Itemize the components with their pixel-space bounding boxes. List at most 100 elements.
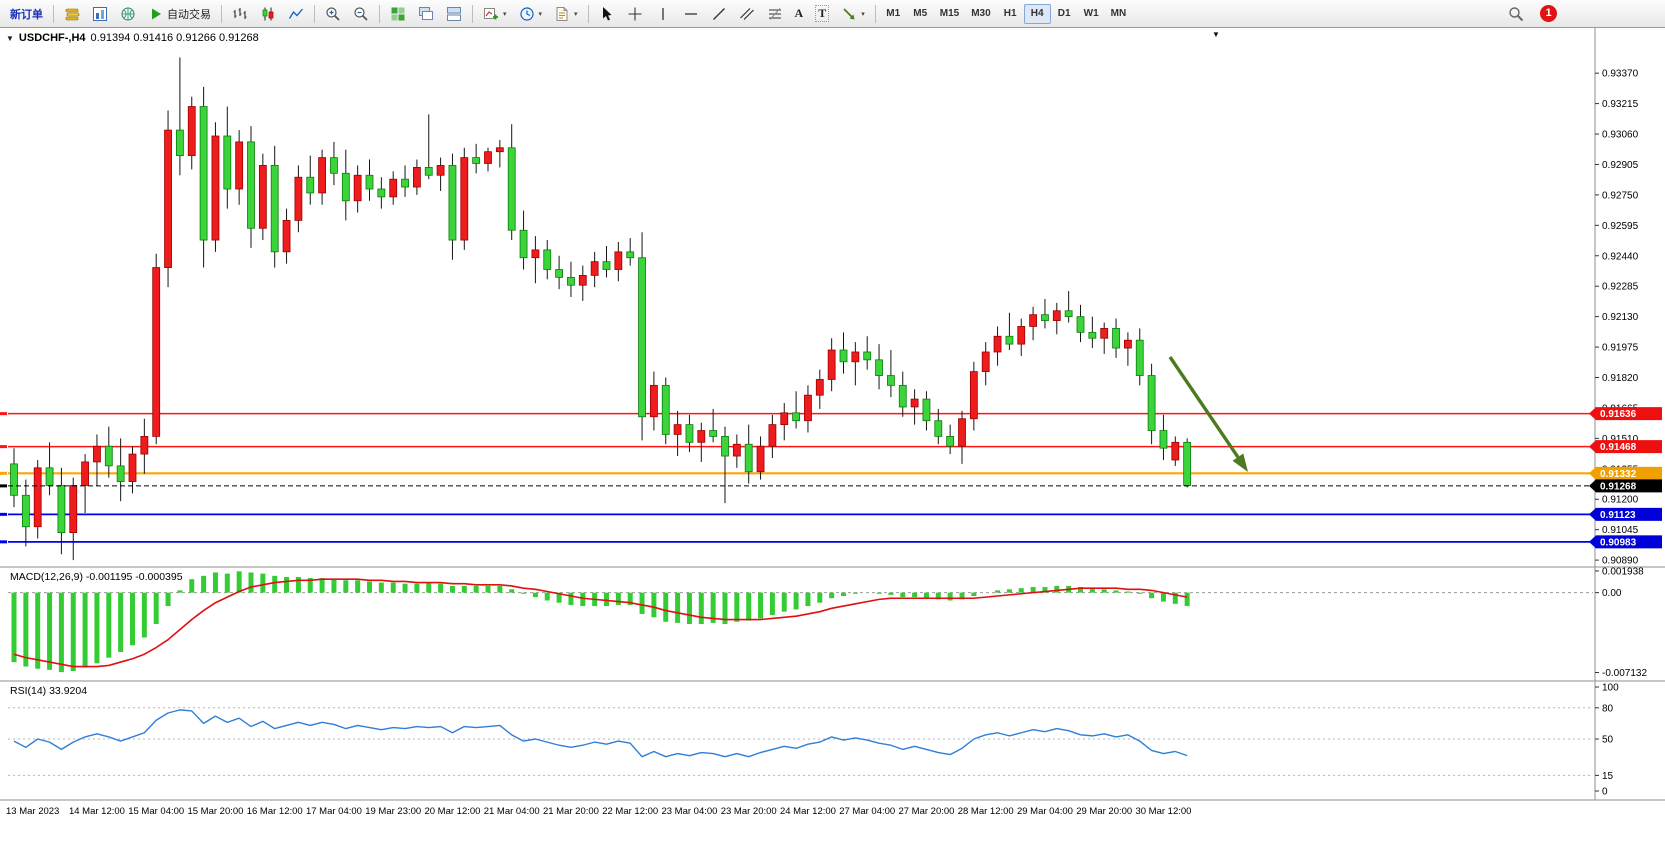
periods-button[interactable]: ▾ <box>514 3 548 25</box>
svg-text:80: 80 <box>1602 703 1614 714</box>
svg-text:0.92595: 0.92595 <box>1602 221 1639 232</box>
shapes-tool-button[interactable]: ▾ <box>836 3 870 25</box>
timeframe-m30[interactable]: M30 <box>965 4 996 24</box>
svg-text:0.91045: 0.91045 <box>1602 525 1639 536</box>
svg-text:29 Mar 20:00: 29 Mar 20:00 <box>1076 806 1132 817</box>
zoom-in-button[interactable] <box>320 3 346 25</box>
text-tool-button[interactable]: A <box>790 3 809 25</box>
horizontal-line-tool-button[interactable] <box>678 3 704 25</box>
notification-badge[interactable]: 1 <box>1540 5 1557 22</box>
svg-text:14 Mar 12:00: 14 Mar 12:00 <box>69 806 125 817</box>
toolbar-right-group: 1 <box>1502 3 1557 25</box>
svg-text:0.93060: 0.93060 <box>1602 130 1639 141</box>
vertical-line-icon <box>661 7 664 20</box>
bar-chart-button[interactable] <box>227 3 253 25</box>
tile-windows-button[interactable] <box>385 3 411 25</box>
svg-text:24 Mar 12:00: 24 Mar 12:00 <box>780 806 836 817</box>
text-label-tool-button[interactable]: T <box>810 3 834 25</box>
new-order-button[interactable]: 新订单 <box>5 3 48 25</box>
svg-text:0.92905: 0.92905 <box>1602 160 1639 171</box>
svg-text:0.91820: 0.91820 <box>1602 373 1639 384</box>
toolbar-separator <box>314 4 315 23</box>
arrow-shape-icon <box>843 7 855 19</box>
channel-icon <box>739 7 754 20</box>
macd-indicator-label: MACD(12,26,9) -0.001195 -0.000395 <box>10 571 183 583</box>
timeframe-mn[interactable]: MN <box>1105 4 1133 24</box>
crosshair-icon <box>628 7 642 20</box>
svg-text:0.92285: 0.92285 <box>1602 282 1639 293</box>
rsi-indicator-label: RSI(14) 33.9204 <box>10 685 88 697</box>
svg-text:28 Mar 12:00: 28 Mar 12:00 <box>958 806 1014 817</box>
svg-text:27 Mar 04:00: 27 Mar 04:00 <box>839 806 895 817</box>
timeframe-h4[interactable]: H4 <box>1023 3 1051 24</box>
auto-trading-button[interactable]: 自动交易 <box>143 3 216 25</box>
cascade-windows-button[interactable] <box>413 3 439 25</box>
svg-text:0.91332: 0.91332 <box>1600 469 1637 480</box>
timeframe-d1[interactable]: D1 <box>1051 4 1078 24</box>
tile-horizontal-button[interactable] <box>441 3 467 25</box>
svg-text:0.91636: 0.91636 <box>1600 409 1637 420</box>
trendline-tool-button[interactable] <box>706 3 732 25</box>
svg-text:0.91975: 0.91975 <box>1602 343 1639 354</box>
templates-button[interactable]: ▾ <box>549 3 583 25</box>
fibonacci-tool-button[interactable] <box>762 3 788 25</box>
svg-text:17 Mar 04:00: 17 Mar 04:00 <box>306 806 362 817</box>
svg-text:0.91123: 0.91123 <box>1600 510 1636 521</box>
trendline-icon <box>712 7 725 20</box>
svg-text:15 Mar 04:00: 15 Mar 04:00 <box>128 806 184 817</box>
scroll-to-end-marker[interactable]: ▼ <box>1212 30 1220 39</box>
timeframe-m1[interactable]: M1 <box>880 4 907 24</box>
svg-text:0.91510: 0.91510 <box>1602 434 1639 445</box>
chart-header: ▼ USDCHF-,H4 0.91394 0.91416 0.91266 0.9… <box>6 32 259 44</box>
svg-text:100: 100 <box>1602 683 1619 694</box>
svg-text:19 Mar 23:00: 19 Mar 23:00 <box>365 806 421 817</box>
cursor-icon <box>602 6 612 20</box>
chart-profiles-button[interactable] <box>59 3 85 25</box>
template-icon <box>556 6 568 21</box>
symbol-dropdown-caret[interactable]: ▼ <box>6 33 14 43</box>
svg-text:50: 50 <box>1602 735 1614 746</box>
svg-text:16 Mar 12:00: 16 Mar 12:00 <box>247 806 303 817</box>
indicators-button[interactable]: ▾ <box>478 3 512 25</box>
toolbar-separator <box>221 4 222 23</box>
fibonacci-icon <box>768 7 781 20</box>
timeframe-m15[interactable]: M15 <box>934 4 965 24</box>
svg-text:0.91468: 0.91468 <box>1600 442 1637 453</box>
cursor-tool-button[interactable] <box>594 3 620 25</box>
market-watch-button[interactable] <box>87 3 113 25</box>
market-watch-icon <box>93 6 107 21</box>
new-order-label: 新订单 <box>10 8 43 21</box>
search-button[interactable] <box>1503 3 1529 25</box>
toolbar-separator <box>53 4 54 23</box>
timeframe-w1[interactable]: W1 <box>1078 4 1105 24</box>
navigator-button[interactable] <box>115 3 141 25</box>
zoom-in-icon <box>326 6 340 21</box>
cascade-windows-icon <box>419 6 433 20</box>
svg-text:0.91268: 0.91268 <box>1600 481 1637 492</box>
svg-text:21 Mar 04:00: 21 Mar 04:00 <box>484 806 540 817</box>
svg-text:15 Mar 20:00: 15 Mar 20:00 <box>187 806 243 817</box>
candlestick-chart-button[interactable] <box>255 3 281 25</box>
svg-text:0.92130: 0.92130 <box>1602 312 1639 323</box>
crosshair-tool-button[interactable] <box>622 3 648 25</box>
chart-window: 0.93370 0.93215 0.93060 0.92905 0.92750 0.925… <box>0 28 1665 846</box>
timeframe-h1[interactable]: H1 <box>997 4 1024 24</box>
svg-text:27 Mar 20:00: 27 Mar 20:00 <box>898 806 954 817</box>
svg-text:0.93215: 0.93215 <box>1602 99 1639 110</box>
vertical-line-tool-button[interactable] <box>650 3 676 25</box>
auto-trading-play-icon <box>152 8 161 19</box>
label-tool-icon: T <box>815 5 830 22</box>
ohlc-values: 0.91394 0.91416 0.91266 0.91268 <box>90 32 259 44</box>
channel-tool-button[interactable] <box>734 3 760 25</box>
svg-text:13 Mar 2023: 13 Mar 2023 <box>6 806 59 817</box>
line-chart-button[interactable] <box>283 3 309 25</box>
indicators-icon <box>484 7 498 19</box>
svg-text:-0.007132: -0.007132 <box>1602 668 1647 679</box>
chart-canvas[interactable]: 0.93370 0.93215 0.93060 0.92905 0.92750 0.925… <box>0 28 1665 846</box>
caret-down-icon: ▾ <box>503 10 507 18</box>
search-icon <box>1509 6 1524 21</box>
zoom-out-button[interactable] <box>348 3 374 25</box>
timeframe-m5[interactable]: M5 <box>907 4 934 24</box>
svg-text:21 Mar 20:00: 21 Mar 20:00 <box>543 806 599 817</box>
toolbar-separator <box>472 4 473 23</box>
